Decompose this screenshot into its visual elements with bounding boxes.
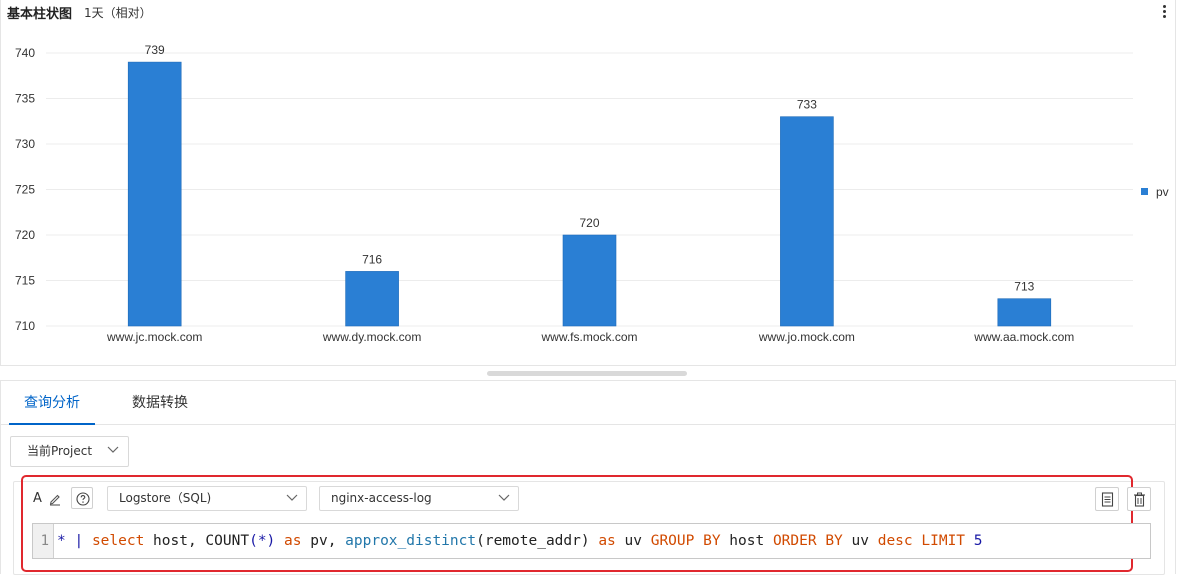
- data-label: 733: [797, 98, 817, 112]
- y-tick-label: 720: [15, 228, 35, 242]
- sql-token: 5: [973, 533, 983, 549]
- chevron-down-icon: [498, 494, 510, 501]
- data-label: 720: [579, 216, 599, 230]
- chart-panel: 基本柱状图 1天（相对） 710 715 720 725 730 735 740 739 www…: [0, 0, 1176, 366]
- sql-token: host: [720, 533, 773, 549]
- sql-token: approx_distinct: [345, 533, 477, 549]
- sql-token: (*): [249, 533, 276, 549]
- project-select[interactable]: 当前Project: [10, 436, 129, 467]
- logstore-type-select[interactable]: Logstore（SQL): [107, 486, 307, 511]
- sql-token: LIMIT: [921, 533, 966, 549]
- panel-header: 基本柱状图 1天（相对）: [1, 0, 1175, 24]
- x-tick-label: www.jo.mock.com: [758, 330, 855, 344]
- data-label: 716: [362, 252, 382, 266]
- sql-token: *: [57, 533, 75, 549]
- bar-chart: 710 715 720 725 730 735 740 739 www.jc.mock.com 7…: [15, 43, 1169, 344]
- tab-bar: 查询分析 数据转换: [1, 381, 1175, 425]
- x-tick-label: www.aa.mock.com: [973, 330, 1074, 344]
- line-number: 1: [33, 524, 54, 558]
- sql-token: (remote_addr): [476, 533, 599, 549]
- logstore-name-select[interactable]: nginx-access-log: [319, 486, 519, 511]
- sql-token: ORDER BY: [772, 533, 843, 549]
- x-tick-label: www.dy.mock.com: [322, 330, 421, 344]
- sql-token: uv: [615, 533, 651, 549]
- delete-button[interactable]: [1127, 487, 1151, 511]
- bar: [127, 61, 182, 327]
- logstore-type-value: Logstore（SQL): [119, 491, 212, 505]
- legend-swatch: [1141, 188, 1148, 195]
- y-tick-label: 710: [15, 319, 35, 333]
- sql-token: select: [91, 533, 145, 549]
- help-button[interactable]: [71, 487, 93, 509]
- panel-title: 基本柱状图: [7, 7, 73, 22]
- sql-token: uv: [842, 533, 878, 549]
- sql-query-line[interactable]: * | select host, COUNT(*) as pv, approx_…: [57, 524, 983, 558]
- sql-token: [965, 533, 974, 549]
- font-size-button[interactable]: A: [33, 491, 42, 506]
- y-tick-label: 735: [15, 92, 35, 106]
- bar: [562, 234, 617, 327]
- bar: [345, 271, 399, 327]
- panel-resize-handle[interactable]: [487, 371, 687, 376]
- bar: [997, 298, 1052, 327]
- pencil-icon[interactable]: [48, 492, 62, 506]
- sql-editor[interactable]: 1 * | select host, COUNT(*) as pv, appro…: [32, 523, 1151, 559]
- y-tick-label: 715: [15, 274, 35, 288]
- x-tick-label: www.fs.mock.com: [540, 330, 637, 344]
- chevron-down-icon: [286, 494, 298, 501]
- document-icon: [1101, 492, 1114, 507]
- project-select-value: 当前Project: [27, 444, 93, 458]
- sql-token: [275, 533, 284, 549]
- y-tick-label: 740: [15, 46, 35, 60]
- trash-icon: [1134, 492, 1145, 507]
- y-tick-label: 730: [15, 137, 35, 151]
- legend-label: pv: [1156, 185, 1169, 199]
- sql-token: as: [598, 533, 616, 549]
- data-label: 739: [145, 43, 165, 57]
- more-vertical-icon[interactable]: [1158, 2, 1170, 20]
- logstore-name-value: nginx-access-log: [331, 491, 432, 505]
- sql-token: |: [74, 533, 92, 549]
- y-tick-label: 725: [15, 183, 35, 197]
- sql-token: GROUP BY: [650, 533, 721, 549]
- sql-token: host, COUNT: [144, 533, 250, 549]
- chevron-down-icon: [107, 446, 119, 453]
- sql-token: as: [284, 533, 302, 549]
- tab-data-transform[interactable]: 数据转换: [132, 395, 188, 411]
- sql-token: desc: [877, 533, 913, 549]
- sql-token: pv,: [301, 533, 346, 549]
- tab-query-analysis[interactable]: 查询分析: [9, 381, 95, 425]
- question-circle-icon: [76, 492, 90, 506]
- data-label: 713: [1014, 280, 1034, 294]
- copy-button[interactable]: [1095, 487, 1119, 511]
- time-range-label[interactable]: 1天（相对）: [84, 6, 152, 20]
- bar: [780, 116, 834, 327]
- x-tick-label: www.jc.mock.com: [106, 330, 202, 344]
